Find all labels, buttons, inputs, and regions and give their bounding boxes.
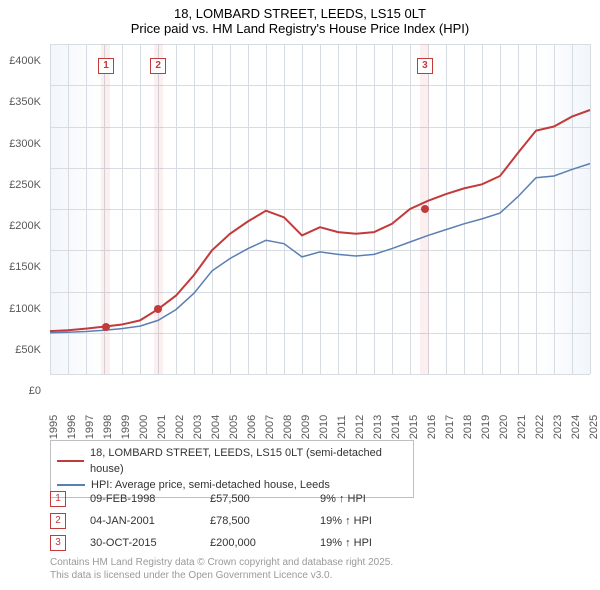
x-tick-label: 2019	[480, 415, 492, 439]
y-tick-label: £250K	[9, 179, 41, 191]
y-tick-label: £100K	[9, 303, 41, 315]
sale-pct-vs-hpi: 19% ↑ HPI	[320, 515, 440, 527]
x-tick-label: 2024	[570, 415, 582, 439]
footer-line-1: Contains HM Land Registry data © Crown c…	[50, 556, 393, 569]
y-tick-label: £350K	[9, 96, 41, 108]
sale-price: £78,500	[210, 515, 320, 527]
x-tick-label: 2022	[534, 415, 546, 439]
x-tick-label: 2014	[390, 415, 402, 439]
x-tick-label: 2003	[192, 415, 204, 439]
y-axis-labels: £0£50K£100K£150K£200K£250K£300K£350K£400…	[0, 61, 45, 391]
footer-line-2: This data is licensed under the Open Gov…	[50, 569, 393, 582]
sale-index: 2	[50, 513, 66, 529]
page: 18, LOMBARD STREET, LEEDS, LS15 0LT Pric…	[0, 0, 600, 590]
sale-index: 3	[50, 535, 66, 551]
legend-label-1: 18, LOMBARD STREET, LEEDS, LS15 0LT (sem…	[90, 445, 407, 477]
x-tick-label: 2020	[498, 415, 510, 439]
sale-price: £200,000	[210, 537, 320, 549]
x-tick-label: 2018	[462, 415, 474, 439]
x-tick-label: 2021	[516, 415, 528, 439]
title-line-1: 18, LOMBARD STREET, LEEDS, LS15 0LT	[0, 6, 600, 21]
y-tick-label: £50K	[15, 344, 41, 356]
x-tick-label: 1995	[48, 415, 60, 439]
sale-point	[421, 205, 429, 213]
x-tick-label: 1998	[102, 415, 114, 439]
x-tick-label: 2012	[354, 415, 366, 439]
sale-date: 04-JAN-2001	[90, 515, 210, 527]
sale-date: 09-FEB-1998	[90, 493, 210, 505]
x-tick-label: 2010	[318, 415, 330, 439]
x-tick-label: 2015	[408, 415, 420, 439]
x-tick-label: 2002	[174, 415, 186, 439]
x-tick-label: 1997	[84, 415, 96, 439]
y-tick-label: £200K	[9, 220, 41, 232]
title-line-2: Price paid vs. HM Land Registry's House …	[0, 21, 600, 36]
x-tick-label: 2004	[210, 415, 222, 439]
series-line	[50, 164, 590, 333]
x-axis-labels: 1995199619971998199920002001200220032004…	[50, 395, 590, 435]
chart-title: 18, LOMBARD STREET, LEEDS, LS15 0LT Pric…	[0, 0, 600, 36]
x-tick-label: 2006	[246, 415, 258, 439]
sale-point	[154, 305, 162, 313]
sale-pct-vs-hpi: 19% ↑ HPI	[320, 537, 440, 549]
x-tick-label: 2025	[588, 415, 600, 439]
x-tick-label: 2007	[264, 415, 276, 439]
sales-row: 3 30-OCT-2015£200,00019% ↑ HPI	[50, 532, 440, 554]
y-tick-label: £150K	[9, 261, 41, 273]
sales-row: 1 09-FEB-1998£57,5009% ↑ HPI	[50, 488, 440, 510]
series-lines	[50, 44, 590, 374]
footer: Contains HM Land Registry data © Crown c…	[50, 556, 393, 582]
y-tick-label: £400K	[9, 55, 41, 67]
series-line	[50, 110, 590, 331]
x-tick-label: 2013	[372, 415, 384, 439]
x-tick-label: 2008	[282, 415, 294, 439]
chart-area: 123	[50, 44, 590, 374]
x-tick-label: 2017	[444, 415, 456, 439]
x-tick-label: 2023	[552, 415, 564, 439]
legend-swatch-1	[57, 460, 84, 462]
x-tick-label: 1999	[120, 415, 132, 439]
legend-item-1: 18, LOMBARD STREET, LEEDS, LS15 0LT (sem…	[57, 445, 407, 477]
x-tick-label: 2009	[300, 415, 312, 439]
x-tick-label: 2001	[156, 415, 168, 439]
x-tick-label: 2011	[336, 415, 348, 439]
x-tick-label: 2005	[228, 415, 240, 439]
y-tick-label: £300K	[9, 138, 41, 150]
x-tick-label: 2016	[426, 415, 438, 439]
sale-point	[102, 323, 110, 331]
x-tick-label: 2000	[138, 415, 150, 439]
y-tick-label: £0	[29, 385, 41, 397]
sale-date: 30-OCT-2015	[90, 537, 210, 549]
sale-price: £57,500	[210, 493, 320, 505]
legend-swatch-2	[57, 484, 85, 486]
sales-row: 2 04-JAN-2001£78,50019% ↑ HPI	[50, 510, 440, 532]
sales-table: 1 09-FEB-1998£57,5009% ↑ HPI 2 04-JAN-2001£…	[50, 488, 440, 554]
x-tick-label: 1996	[66, 415, 78, 439]
sale-pct-vs-hpi: 9% ↑ HPI	[320, 493, 440, 505]
sale-index: 1	[50, 491, 66, 507]
